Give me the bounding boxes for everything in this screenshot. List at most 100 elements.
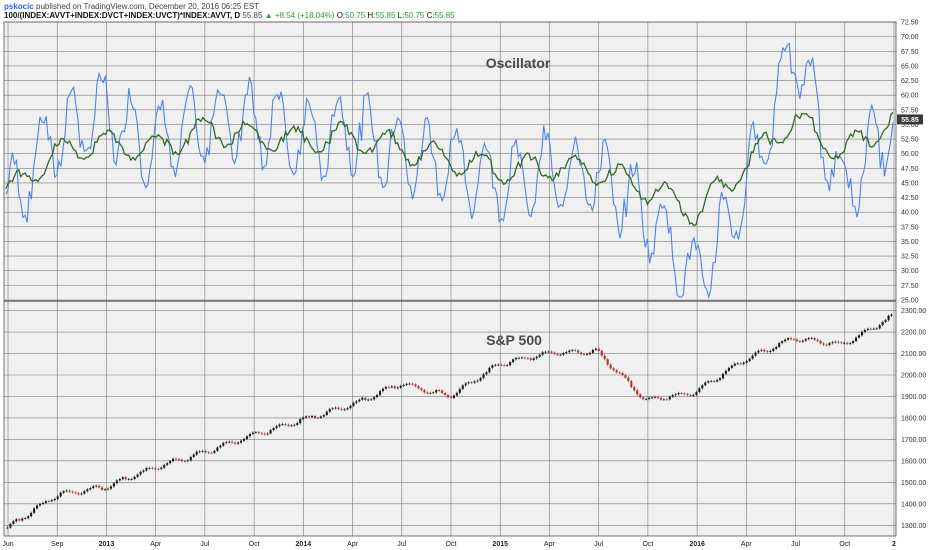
candle-body	[650, 397, 654, 399]
candle-body	[411, 383, 414, 385]
candle-body	[887, 315, 890, 321]
candle-body	[778, 343, 781, 347]
candle-body	[44, 501, 47, 503]
candle-body	[387, 386, 390, 388]
candle-body	[438, 390, 441, 391]
oscillator-pane[interactable]	[5, 42, 894, 300]
y-tick-label-oscillator: 42.50	[901, 195, 919, 202]
x-tick-label: Jul	[200, 541, 209, 548]
candle-body	[216, 447, 219, 451]
candle-body	[83, 491, 86, 494]
candle-body	[751, 355, 754, 359]
candle-body	[526, 358, 529, 360]
candle-body	[692, 394, 695, 396]
candle-body	[636, 390, 639, 395]
candle-body	[704, 382, 707, 386]
candle-body	[346, 408, 349, 410]
candle-body	[30, 512, 33, 517]
y-tick-label-sp500: 1400.00	[901, 501, 926, 508]
y-tick-label-oscillator: 60.00	[901, 93, 919, 100]
open-value: 50.75	[345, 11, 366, 20]
candle-body	[804, 339, 807, 341]
candle-body	[399, 385, 402, 388]
candle-body	[65, 490, 68, 492]
candle-body	[736, 363, 739, 365]
candle-body	[600, 350, 603, 356]
candle-body	[488, 367, 491, 373]
last-value-label: 55.85	[901, 117, 919, 124]
y-tick-label-oscillator: 37.50	[901, 224, 919, 231]
author-link[interactable]: pskocic	[4, 2, 34, 11]
candle-body	[819, 341, 822, 344]
candle-body	[881, 321, 884, 326]
candle-body	[432, 392, 435, 394]
candle-body	[237, 442, 240, 444]
candle-body	[136, 474, 139, 477]
candle-body	[396, 387, 399, 389]
candle-body	[716, 380, 719, 382]
candle-body	[142, 470, 145, 472]
candle-body	[163, 464, 166, 468]
y-tick-label-sp500: 2100.00	[901, 351, 926, 358]
candle-body	[547, 351, 550, 353]
candle-body	[509, 362, 512, 366]
x-tick-label: Apr	[347, 541, 359, 548]
candle-body	[497, 364, 500, 366]
candle-body	[251, 432, 254, 434]
x-tick-label: Oct	[839, 541, 850, 548]
candle-body	[302, 417, 305, 420]
candle-body	[760, 349, 763, 351]
oscillator-average-line[interactable]	[5, 111, 894, 227]
candle-body	[609, 364, 612, 369]
y-tick-label-sp500: 2300.00	[901, 308, 926, 315]
candle-body	[866, 328, 869, 330]
candle-body	[284, 424, 287, 425]
candle-body	[739, 363, 742, 365]
candle-body	[313, 416, 317, 418]
candle-body	[157, 468, 160, 470]
candle-body	[846, 342, 849, 344]
candle-body	[322, 415, 325, 417]
close-label: C:	[426, 11, 435, 20]
candle-body	[376, 394, 379, 398]
candle-body	[393, 386, 396, 389]
candle-body	[198, 451, 201, 453]
candle-body	[210, 452, 213, 454]
y-tick-label-oscillator: 32.50	[901, 254, 919, 261]
candle-body	[461, 385, 464, 389]
candle-body	[606, 359, 609, 365]
sp500-pane[interactable]	[6, 313, 893, 529]
candle-body	[234, 442, 237, 444]
candle-body	[130, 479, 133, 480]
x-tick-label: 2013	[99, 541, 115, 548]
candle-body	[571, 350, 574, 351]
y-tick-label-oscillator: 67.50	[901, 49, 919, 56]
candle-body	[822, 343, 825, 345]
candle-body	[452, 395, 455, 399]
candle-body	[334, 407, 337, 409]
candle-body	[275, 426, 278, 429]
candle-body	[364, 397, 367, 400]
candle-body	[266, 433, 269, 435]
candle-body	[772, 348, 775, 351]
candle-body	[523, 357, 526, 359]
candle-body	[361, 397, 364, 400]
candle-body	[686, 394, 689, 396]
candle-body	[621, 372, 624, 376]
candle-body	[207, 452, 210, 454]
candle-body	[520, 357, 523, 359]
candle-body	[512, 359, 515, 363]
oscillator-title: Oscillator	[486, 55, 551, 71]
candle-body	[745, 361, 748, 363]
candle-body	[798, 341, 801, 342]
candle-body	[645, 398, 648, 400]
candle-body	[405, 383, 408, 385]
candle-body	[299, 419, 302, 424]
y-tick-label-oscillator: 50.00	[901, 151, 919, 158]
candle-body	[106, 488, 110, 490]
candle-body	[784, 339, 787, 342]
low-value: 50.75	[404, 11, 425, 20]
candle-body	[89, 488, 92, 490]
